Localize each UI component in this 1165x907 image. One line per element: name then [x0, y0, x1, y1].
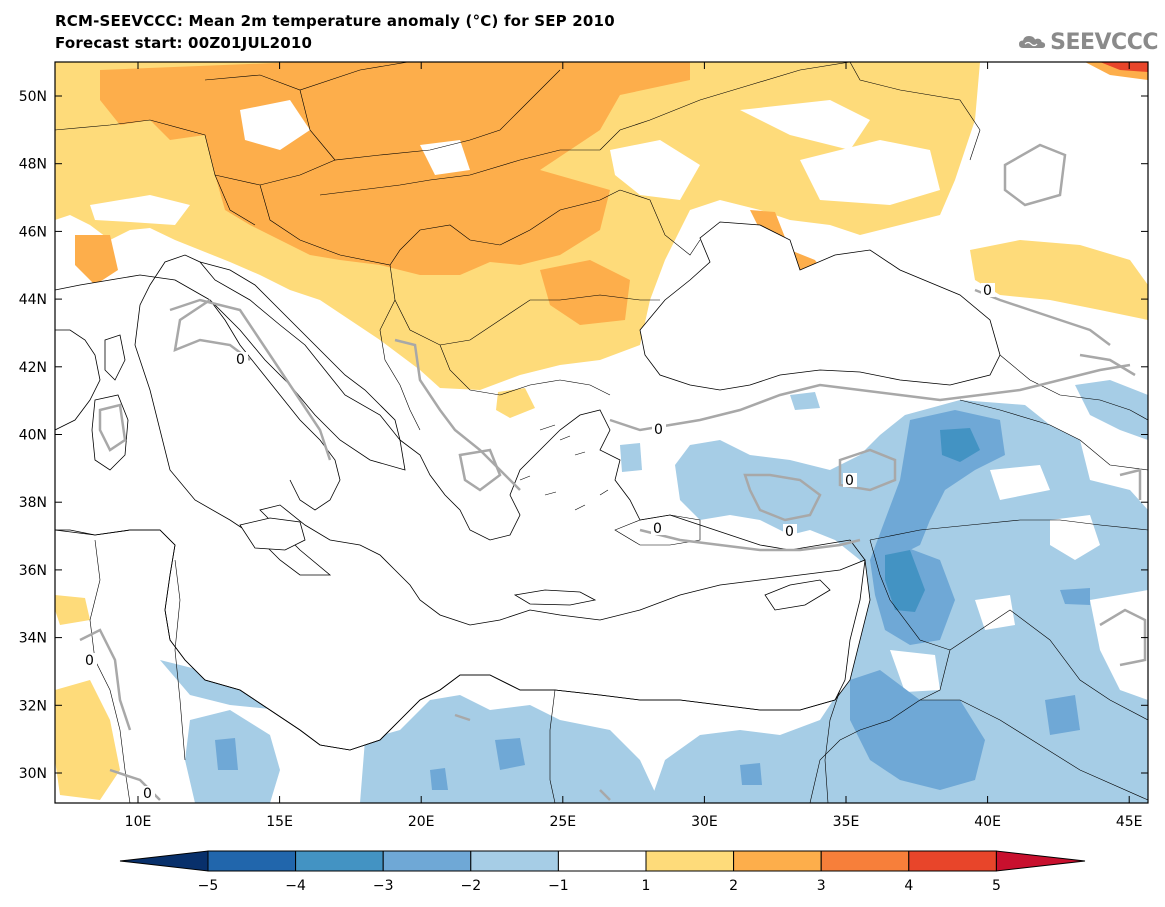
- colorbar-tick-label: 3: [817, 878, 826, 894]
- lat-label: 36N: [19, 563, 47, 579]
- svg-text:0: 0: [653, 521, 662, 537]
- colorbar-segment: [382, 850, 472, 872]
- colorbar-segment: [470, 850, 559, 872]
- svg-text:0: 0: [654, 422, 663, 438]
- lon-label: 35E: [833, 814, 860, 830]
- svg-text:0: 0: [845, 473, 854, 489]
- black-sea: [639, 221, 1001, 391]
- lon-label: 45E: [1116, 814, 1143, 830]
- lat-label: 34N: [19, 631, 47, 647]
- lon-label: 30E: [691, 814, 718, 830]
- colorbar: −5 −4 −3 −2 −1 1 2 3 4 5: [119, 850, 1086, 894]
- lat-label: 30N: [19, 766, 47, 782]
- latitude-axis: 50N 48N 46N 44N 42N 40N 38N 36N 34N 32N 30N: [19, 89, 1148, 782]
- map-title: RCM-SEEVCCC: Mean 2m temperature anomaly…: [55, 12, 615, 30]
- seevccc-logo: SEEVCCC: [1018, 24, 1158, 60]
- colorbar-tick-label: −4: [285, 878, 306, 894]
- colorbar-segment: [119, 850, 209, 872]
- lon-label: 15E: [266, 814, 293, 830]
- svg-text:0: 0: [236, 352, 245, 368]
- longitude-axis: 10E 15E 20E 25E 30E 35E 40E 45E: [125, 62, 1143, 830]
- colorbar-tick-label: 2: [729, 878, 738, 894]
- svg-text:0: 0: [785, 524, 794, 540]
- colorbar-segment: [908, 850, 997, 872]
- colorbar-segment: [557, 850, 647, 872]
- colorbar-tick-label: −3: [373, 878, 394, 894]
- colorbar-segment: [820, 850, 910, 872]
- lon-label: 20E: [408, 814, 435, 830]
- colorbar-tick-label: 1: [642, 878, 651, 894]
- lat-label: 44N: [19, 292, 47, 308]
- colorbar-segment: [733, 850, 822, 872]
- cloud-icon: [1019, 35, 1046, 49]
- lat-label: 46N: [19, 224, 47, 240]
- colorbar-tick-label: 4: [904, 878, 913, 894]
- map-frame: [54, 61, 1149, 804]
- lat-label: 32N: [19, 698, 47, 714]
- colorbar-segment: [995, 850, 1086, 872]
- lat-label: 42N: [19, 360, 47, 376]
- svg-text:0: 0: [983, 283, 992, 299]
- svg-text:0: 0: [85, 653, 94, 669]
- colorbar-segment: [207, 850, 297, 872]
- logo-text: SEEVCCC: [1050, 29, 1158, 55]
- lon-label: 10E: [125, 814, 152, 830]
- colorbar-tick-label: −2: [460, 878, 481, 894]
- lat-label: 50N: [19, 89, 47, 105]
- forecast-start: Forecast start: 00Z01JUL2010: [55, 34, 313, 52]
- lat-label: 38N: [19, 495, 47, 511]
- lon-label: 25E: [549, 814, 576, 830]
- lat-label: 48N: [19, 157, 47, 173]
- contour-labels: 0 0 0 0 0 0 0 0: [83, 283, 995, 802]
- lat-label: 40N: [19, 428, 47, 444]
- colorbar-tick-label: −5: [198, 878, 219, 894]
- lon-label: 40E: [974, 814, 1001, 830]
- colorbar-segment: [295, 850, 384, 872]
- colorbar-segment: [645, 850, 735, 872]
- anomaly-fields: 0 0 0 0 0 0 0 0: [55, 62, 1148, 803]
- colorbar-tick-label: −1: [548, 878, 569, 894]
- colorbar-tick-label: 5: [992, 878, 1001, 894]
- zero-contours: [79, 143, 1147, 801]
- country-borders: [55, 62, 1148, 803]
- svg-text:0: 0: [143, 786, 152, 802]
